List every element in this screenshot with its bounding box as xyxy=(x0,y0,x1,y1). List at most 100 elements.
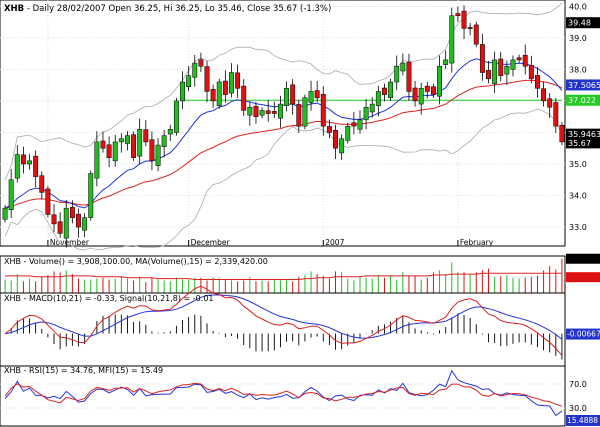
candle xyxy=(369,103,375,113)
price-readout-box xyxy=(566,17,600,29)
volume-plot-area xyxy=(0,255,566,295)
candle xyxy=(412,87,418,102)
mfi-line xyxy=(4,369,563,417)
macd-readout: -0.00667 xyxy=(567,330,600,339)
candle xyxy=(69,206,75,218)
rsi-line xyxy=(4,382,563,407)
candle xyxy=(486,70,491,80)
candle xyxy=(94,141,100,179)
candle xyxy=(131,134,137,158)
price-readout-box xyxy=(566,94,600,106)
candle xyxy=(76,213,81,228)
candle xyxy=(161,135,167,147)
candle xyxy=(33,155,39,177)
candle xyxy=(559,124,565,143)
candle xyxy=(247,106,253,116)
candle xyxy=(253,106,259,117)
candle xyxy=(143,129,149,143)
candle xyxy=(326,126,332,133)
date-tick-label: February xyxy=(460,238,494,247)
macd-panel: -0.00667 xyxy=(0,285,600,367)
macd-label: XHB - MACD(10,21) = -0.33, Signal(10,21,… xyxy=(4,294,214,303)
price-tick-label: 39.0 xyxy=(569,34,587,43)
bollinger-upper xyxy=(4,2,563,180)
candle xyxy=(198,59,204,67)
rsi-readout: 15.4888 xyxy=(567,416,598,425)
date-tick-label: December xyxy=(191,238,231,247)
candle xyxy=(100,140,106,149)
candle xyxy=(320,94,326,127)
candle xyxy=(382,87,387,95)
candle xyxy=(265,110,271,114)
price-readout-box xyxy=(566,79,600,91)
moving-average-blue xyxy=(4,58,563,209)
candle xyxy=(430,86,436,95)
candle xyxy=(314,90,320,99)
candle xyxy=(333,130,338,149)
candle xyxy=(235,72,241,89)
candle xyxy=(284,88,290,106)
chart-header: XHB - Daily 28/02/2007 Open 36.25, Hi 36… xyxy=(4,4,331,14)
price-readout: 35.9463 xyxy=(568,130,600,139)
macd-signal-line xyxy=(5,294,563,340)
candle xyxy=(27,160,32,165)
candle xyxy=(259,110,265,116)
date-tick-label: November xyxy=(50,238,90,247)
rsi-tick-label: 30.0 xyxy=(569,404,587,413)
price-tick-label: 33.0 xyxy=(569,223,587,232)
bollinger-lower xyxy=(4,108,563,251)
rsi-tick-label: 70.0 xyxy=(569,380,587,389)
volume-readout-box xyxy=(566,253,600,264)
candle xyxy=(516,57,522,61)
candle xyxy=(173,100,179,133)
price-readout: 37.5065 xyxy=(568,81,600,90)
candle xyxy=(82,217,88,231)
candle xyxy=(106,144,112,158)
price-plot-area xyxy=(0,0,566,247)
moving-average-red xyxy=(4,79,563,209)
candle xyxy=(467,27,473,29)
candle xyxy=(210,89,216,102)
candle xyxy=(186,75,192,87)
price-readout: 35.67 xyxy=(568,139,591,148)
candle xyxy=(112,141,118,162)
candle xyxy=(375,91,381,106)
candle xyxy=(222,80,228,95)
candle xyxy=(492,59,498,84)
candle xyxy=(345,125,351,141)
candle xyxy=(547,98,553,108)
candle xyxy=(204,66,210,92)
candle xyxy=(400,62,406,72)
price-readout-box xyxy=(566,137,600,149)
candle xyxy=(51,214,57,225)
candle xyxy=(14,154,20,179)
candle xyxy=(339,138,345,154)
candle xyxy=(57,221,63,234)
candle xyxy=(394,65,400,83)
candle xyxy=(535,75,540,89)
price-tick-label: 40.0 xyxy=(569,2,587,11)
candle xyxy=(308,91,314,103)
volume-label: XHB - Volume() = 3,908,100.00, MA(Volume… xyxy=(4,257,268,266)
candle xyxy=(277,103,283,119)
candle xyxy=(455,13,461,17)
candle xyxy=(45,188,51,215)
candle xyxy=(241,85,247,111)
candle xyxy=(63,207,69,239)
candle xyxy=(479,44,485,73)
candle xyxy=(553,102,559,127)
candle xyxy=(167,129,173,135)
candle xyxy=(461,10,467,29)
price-readout-box xyxy=(566,128,600,140)
candle xyxy=(424,85,430,92)
candle xyxy=(88,173,94,218)
candle xyxy=(528,65,534,80)
candle xyxy=(302,97,308,127)
candle xyxy=(229,72,234,94)
candle xyxy=(437,65,442,97)
candle xyxy=(510,59,516,70)
rsi-readout-box xyxy=(566,415,600,426)
volume-moving-average xyxy=(5,272,562,280)
macd-line xyxy=(4,285,563,356)
candle xyxy=(522,54,528,67)
